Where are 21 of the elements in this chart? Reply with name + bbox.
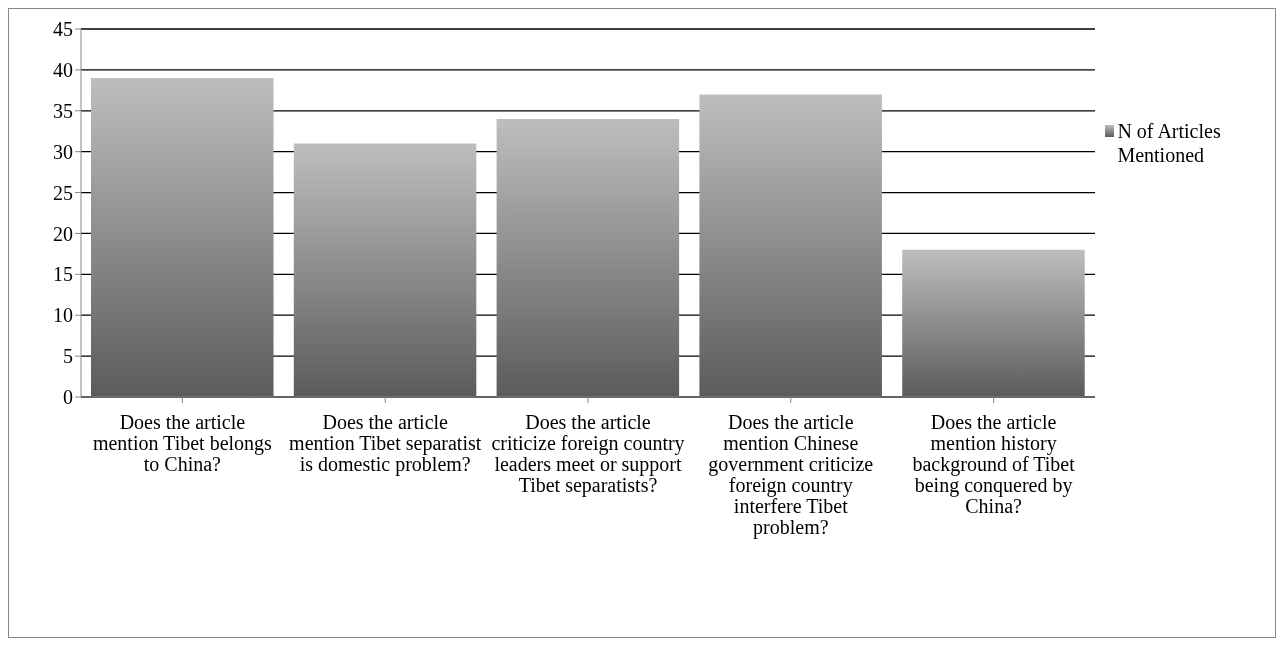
y-tick-label: 30 (53, 140, 73, 163)
y-tick-label: 20 (53, 222, 73, 245)
y-tick-label: 5 (63, 345, 73, 368)
y-tick-label: 0 (63, 386, 73, 409)
x-tick-label: Does the article mention history background of Tibet being conquered by China? (912, 411, 1076, 517)
bar (902, 249, 1085, 397)
x-tick-label: Does the article mention Tibet separatist is domestic problem? (289, 411, 482, 476)
y-tick-label: 15 (53, 263, 73, 286)
y-tick-label: 35 (53, 99, 73, 122)
legend-label: N of Articles Mentioned (1117, 119, 1222, 167)
bar (496, 118, 680, 397)
y-tick-label: 40 (53, 58, 73, 81)
bar (91, 78, 274, 397)
x-tick-label: Does the article mention Tibet belongs to China? (92, 411, 273, 475)
bar (293, 143, 477, 397)
y-tick-label: 10 (53, 304, 73, 327)
x-tick-label: Does the article mention Chinese government criticize foreign country interfere Tibet problem? (708, 411, 874, 539)
bar (699, 94, 882, 397)
y-tick-label: 25 (53, 181, 73, 204)
x-tick-label: Does the article criticize foreign country leaders meet or support Tibet separatists? (491, 411, 685, 497)
y-tick-label: 45 (53, 18, 73, 41)
